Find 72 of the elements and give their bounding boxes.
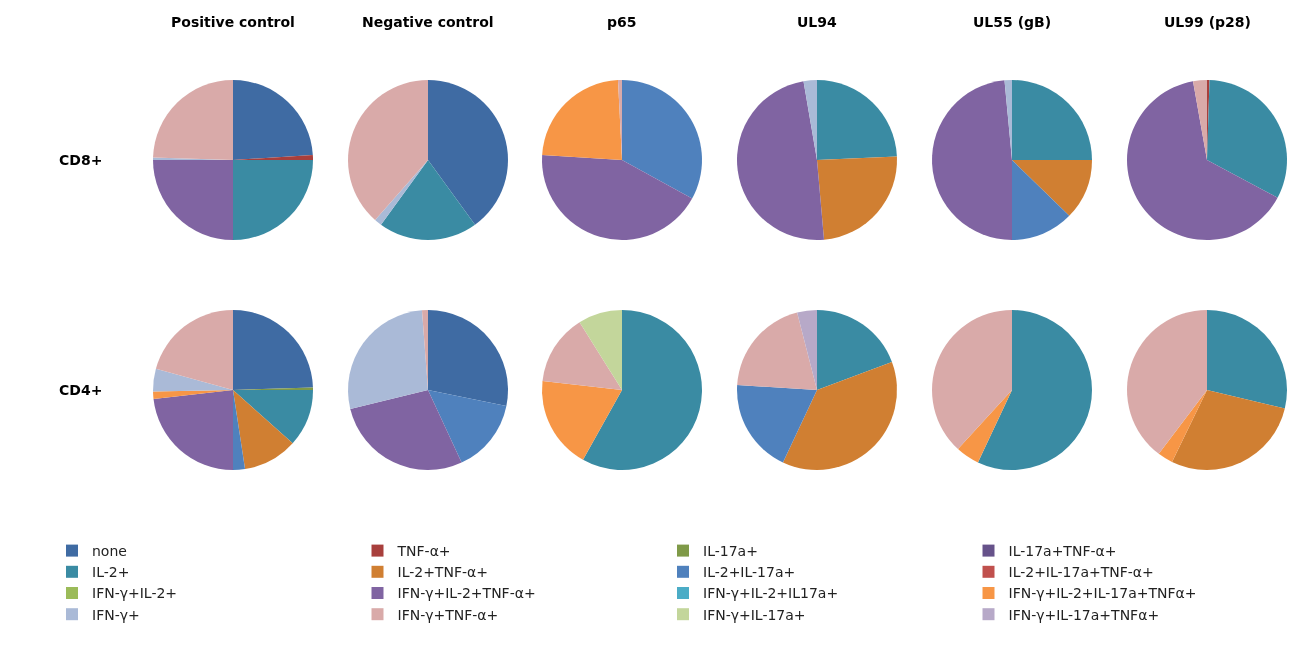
pie-slice	[1127, 81, 1278, 240]
legend-label: IFN-γ+IL-17a+TNFα+	[1008, 606, 1160, 623]
pie-slice	[797, 310, 817, 390]
pie-slice	[542, 322, 622, 390]
pie-slice	[932, 80, 1012, 240]
legend-label: IFN-γ+	[92, 606, 140, 623]
pie-slice	[622, 80, 702, 199]
pie-slice	[542, 80, 622, 160]
pie-slice	[977, 310, 1092, 470]
pie-slice	[803, 80, 817, 160]
pie-slice	[782, 361, 897, 470]
pie-slice	[1012, 80, 1092, 160]
legend-label: IFN-γ+IL-2+TNF-α+	[397, 585, 536, 602]
legend-label: IFN-γ+IL-2+	[92, 585, 178, 602]
pie-slice	[1012, 160, 1070, 240]
pie-slice	[1172, 390, 1285, 470]
chart-title: UL99 (p28)	[1164, 14, 1251, 30]
pie-slice	[579, 310, 622, 390]
pie-slice	[1012, 160, 1092, 216]
legend-label: IL-17a+	[703, 543, 758, 560]
pie-slice	[932, 310, 1012, 449]
text: CD8+	[59, 152, 103, 168]
legend-label: IFN-γ+IL-2+IL-17a+TNFα+	[1008, 585, 1197, 602]
pie-slice	[817, 156, 897, 240]
pie-slice	[428, 80, 508, 225]
legend-label: IL-2+IL-17a+	[703, 564, 796, 581]
legend-label: IL-2+IL-17a+TNF-α+	[1008, 564, 1154, 581]
pie-slice	[737, 384, 817, 463]
text: CD4+	[59, 382, 103, 398]
pie-slice	[428, 310, 508, 406]
pie-slice	[380, 160, 476, 240]
pie-slice	[1193, 80, 1207, 160]
pie-slice	[817, 80, 897, 160]
pie-slice	[817, 310, 892, 390]
legend-label: IL-2+	[92, 564, 130, 581]
pie-slice	[348, 310, 428, 409]
legend-label: IFN-γ+IL-2+IL17a+	[703, 585, 839, 602]
pie-slice	[957, 390, 1012, 463]
pie-slice	[153, 160, 233, 240]
pie-slice	[583, 310, 702, 470]
legend-label: none	[92, 543, 127, 560]
pie-slice	[233, 390, 293, 470]
pie-slice	[153, 80, 233, 160]
chart-title: p65	[607, 14, 637, 30]
pie-slice	[233, 160, 313, 240]
pie-slice	[1207, 80, 1287, 198]
pie-slice	[542, 380, 622, 460]
pie-slice	[350, 390, 462, 470]
legend-label: TNF-α+	[396, 543, 451, 560]
pie-slice	[1158, 390, 1207, 462]
chart-title: Positive control	[171, 14, 295, 30]
pie-slice	[233, 390, 246, 470]
chart-title: UL94	[797, 14, 838, 30]
pie-slice	[1127, 310, 1207, 454]
legend-label: IL-2+TNF-α+	[397, 564, 488, 581]
pie-slice	[737, 312, 817, 390]
legend-label: IFN-γ+TNF-α+	[397, 606, 499, 623]
pie-slice	[737, 81, 825, 240]
pie-slice	[233, 310, 313, 390]
legend-label: IFN-γ+IL-17a+	[703, 606, 806, 623]
legend-label: IL-17a+TNF-α+	[1008, 543, 1117, 560]
pie-slice	[428, 390, 507, 463]
pie-slice	[348, 80, 428, 221]
pie-slice	[1207, 310, 1287, 409]
pie-slice	[155, 310, 233, 390]
chart-title: UL55 (gB)	[973, 14, 1052, 30]
pie-slice	[542, 154, 693, 240]
pie-slice	[153, 368, 233, 392]
chart-title: Negative control	[362, 14, 494, 30]
pie-slice	[233, 390, 313, 444]
pie-slice	[233, 80, 313, 160]
pie-slice	[153, 390, 233, 470]
